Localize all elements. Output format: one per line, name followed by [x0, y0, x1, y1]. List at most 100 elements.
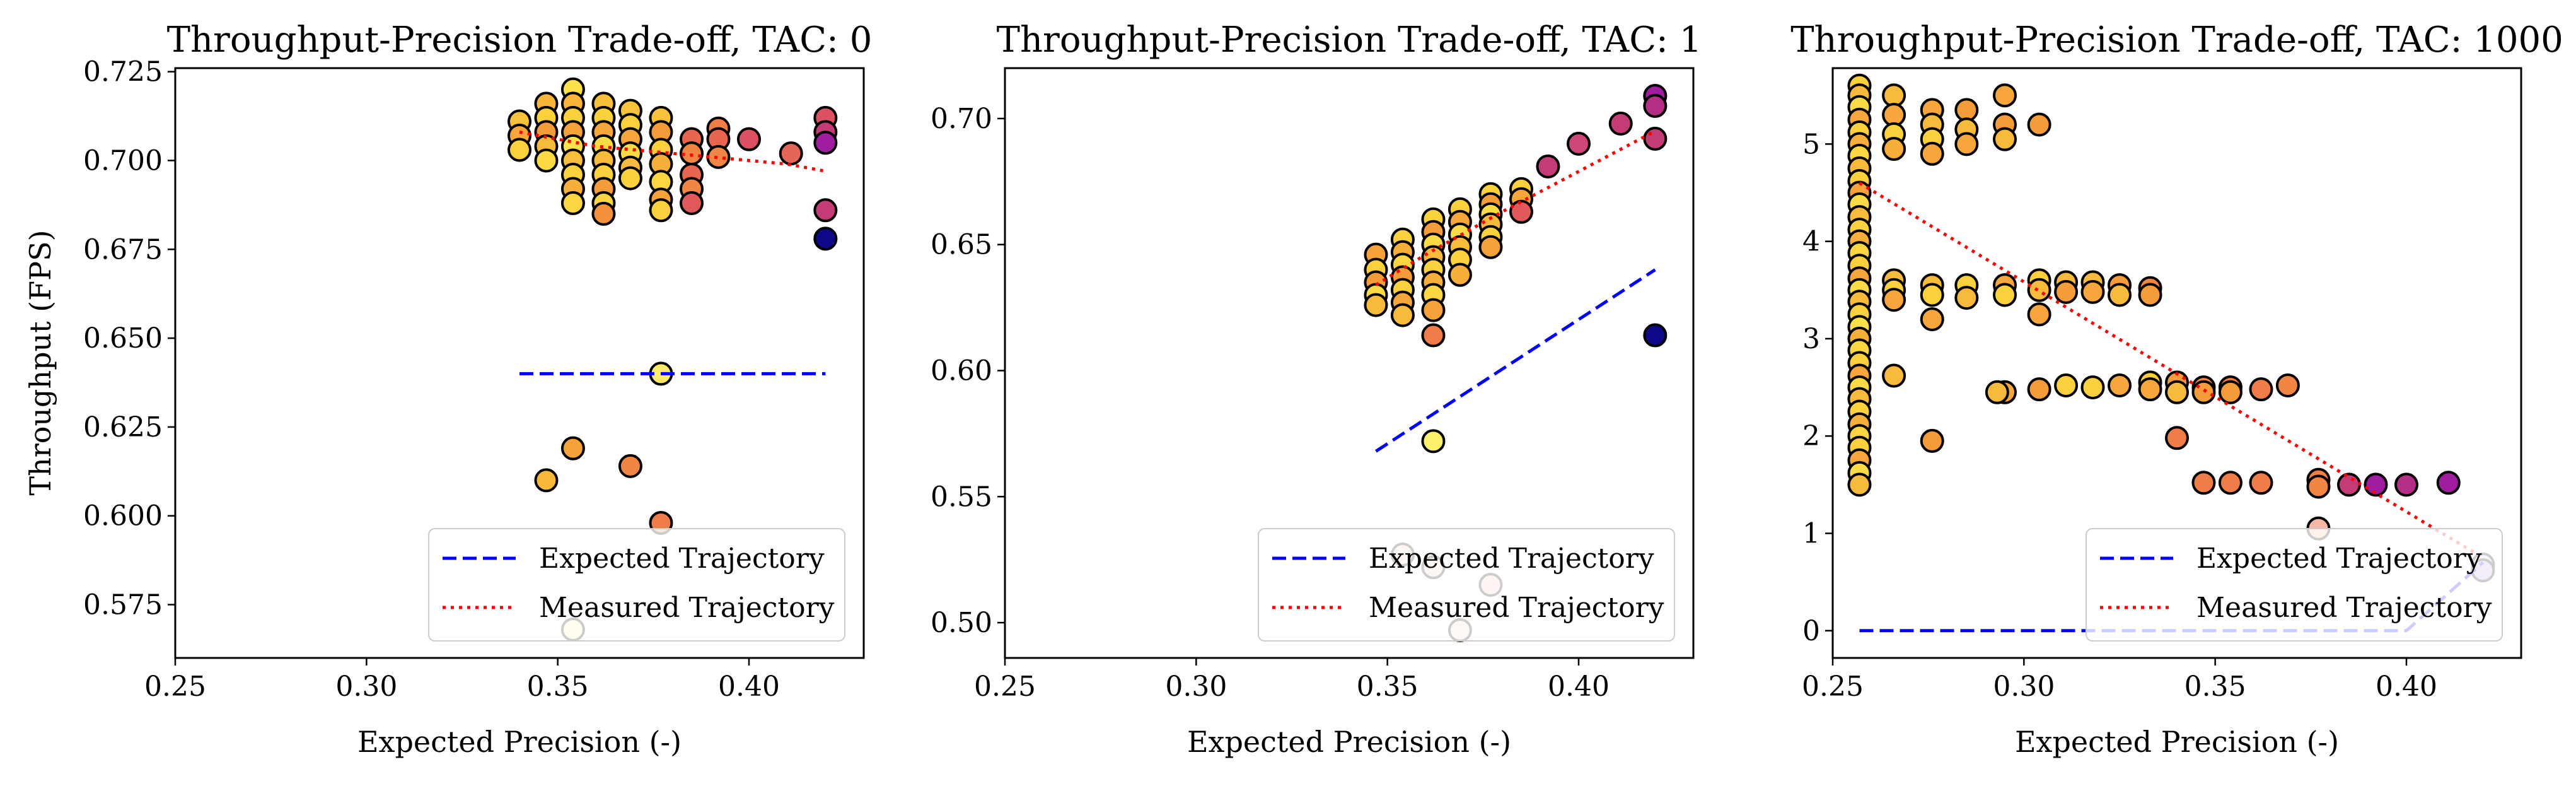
measured-trajectory-line: [1859, 181, 2484, 560]
data-point: [2306, 474, 2331, 499]
data-point: [1448, 262, 1472, 287]
y-tick-label: 0.650: [83, 322, 163, 355]
legend-box: [1258, 528, 1675, 642]
data-point: [2275, 373, 2300, 397]
y-tick-label: 0.70: [931, 103, 992, 135]
data-point: [2138, 283, 2162, 307]
axes-frame: [174, 67, 865, 659]
x-tick-label: 0.35: [527, 671, 589, 703]
data-point: [1643, 126, 1668, 151]
y-tick-label: 0.675: [83, 233, 163, 266]
data-point: [1567, 131, 1591, 156]
x-tick-label: 0.25: [144, 671, 206, 703]
y-tick-label: 0.55: [931, 481, 992, 513]
data-point: [1920, 307, 1944, 332]
legend-measured-label: Measured Trajectory: [2196, 592, 2492, 624]
panel-tac-1: Throughput-Precision Trade-off, TAC: 1 0…: [931, 20, 1702, 759]
ticks: 0.25 0.30 0.35 0.40 0 1 2 3 4 5: [1802, 128, 2437, 703]
y-tick-label: 0.600: [83, 500, 163, 532]
data-point: [560, 191, 585, 216]
data-point: [591, 201, 616, 226]
ticks: 0.25 0.30 0.35 0.40 0.50 0.55 0.60 0.65 0.70: [931, 103, 1610, 703]
data-point: [2364, 472, 2388, 497]
y-tick-label: 0.700: [83, 144, 163, 177]
data-point: [706, 144, 731, 169]
x-axis-label: Expected Precision (-): [2015, 725, 2339, 759]
x-tick-label: 0.30: [1993, 671, 2055, 703]
data-point: [2249, 377, 2273, 402]
legend-expected-label: Expected Trajectory: [2196, 543, 2482, 575]
data-point: [1954, 286, 1979, 310]
data-point: [1993, 83, 2017, 108]
data-point: [1608, 111, 1633, 136]
data-point: [2027, 302, 2051, 327]
data-point: [2054, 279, 2079, 304]
data-point: [2054, 373, 2079, 397]
panel-title: Throughput-Precision Trade-off, TAC: 100…: [1790, 20, 2563, 61]
data-point: [2394, 472, 2418, 497]
data-point: [534, 148, 559, 173]
data-point: [508, 138, 531, 162]
y-tick-label: 0.625: [83, 411, 163, 443]
x-axis-label: Expected Precision (-): [1187, 725, 1511, 759]
data-point: [1643, 93, 1668, 118]
x-tick-label: 0.25: [1802, 671, 1864, 703]
panel-tac-0: Throughput-Precision Trade-off, TAC: 0 0…: [23, 20, 872, 759]
legend: Expected Trajectory Measured Trajectory: [1258, 528, 1675, 642]
legend-measured-label: Measured Trajectory: [539, 592, 835, 624]
y-axis-label: Throughput (FPS): [23, 230, 57, 495]
y-tick-label: 0.60: [931, 355, 992, 387]
x-tick-label: 0.40: [2376, 671, 2437, 703]
data-point: [1509, 199, 1533, 224]
legend-measured-label: Measured Trajectory: [1369, 592, 1664, 624]
data-point: [2108, 283, 2132, 307]
data-point: [1993, 127, 2017, 151]
axes-frame: [1004, 67, 1695, 659]
data-point: [813, 198, 838, 223]
data-point: [2080, 279, 2105, 304]
y-tick-label: 3: [1802, 323, 1820, 355]
data-point: [618, 454, 642, 478]
legend-box: [428, 528, 845, 642]
x-tick-label: 0.30: [335, 671, 397, 703]
legend-expected-label: Expected Trajectory: [1369, 543, 1654, 575]
x-axis-label: Expected Precision (-): [357, 725, 682, 759]
data-point: [2218, 471, 2242, 495]
data-point: [2027, 377, 2051, 402]
panel-tac-1000: Throughput-Precision Trade-off, TAC: 100…: [1790, 20, 2563, 759]
data-point: [2080, 375, 2105, 400]
x-tick-label: 0.40: [1548, 671, 1610, 703]
data-point: [534, 468, 559, 493]
data-point: [1882, 363, 1906, 388]
data-point: [1920, 283, 1944, 307]
data-point: [2191, 471, 2216, 495]
expected-trajectory-line: [1375, 268, 1656, 453]
data-point: [618, 166, 642, 191]
data-point: [2138, 377, 2162, 402]
data-point: [1993, 283, 2017, 307]
x-tick-label: 0.25: [974, 671, 1036, 703]
data-point: [560, 436, 585, 460]
legend-box: [2086, 528, 2503, 642]
x-tick-label: 0.35: [1357, 671, 1419, 703]
data-point: [779, 141, 803, 166]
panel-title: Throughput-Precision Trade-off, TAC: 1: [997, 20, 1702, 61]
y-tick-label: 0.65: [931, 229, 992, 261]
y-tick-label: 0.50: [931, 607, 992, 639]
data-point: [649, 198, 673, 223]
data-point: [2165, 380, 2189, 404]
ticks: 0.25 0.30 0.35 0.40 0.575 0.600 0.625 0.650 0.67…: [83, 56, 780, 703]
y-tick-label: 1: [1802, 518, 1820, 550]
data-point: [2436, 471, 2461, 495]
data-point: [1920, 428, 1944, 453]
data-point: [1421, 429, 1446, 454]
data-point: [1421, 323, 1446, 348]
data-point: [1882, 288, 1906, 312]
y-tick-label: 4: [1802, 226, 1820, 258]
legend-expected-label: Expected Trajectory: [539, 543, 825, 575]
data-point: [2165, 426, 2189, 450]
y-tick-label: 0.575: [83, 589, 163, 621]
data-point: [737, 127, 761, 151]
data-point: [1882, 137, 1906, 161]
x-tick-label: 0.35: [2184, 671, 2246, 703]
